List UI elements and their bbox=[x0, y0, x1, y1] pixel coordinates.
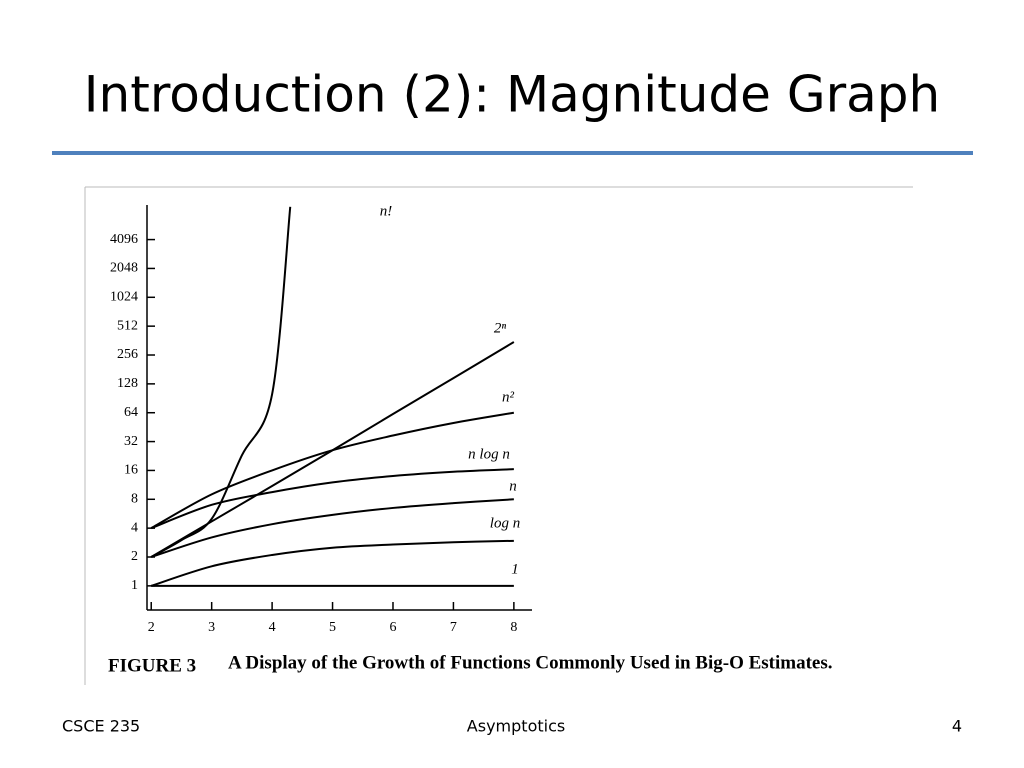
series-label: 1 bbox=[511, 561, 519, 577]
y-tick-label: 256 bbox=[117, 347, 138, 362]
y-tick-label: 1024 bbox=[110, 290, 138, 305]
y-tick-label: 4096 bbox=[110, 232, 138, 247]
x-tick-label: 2 bbox=[148, 620, 155, 635]
y-tick-label: 4 bbox=[131, 520, 138, 535]
y-tick-label: 8 bbox=[131, 492, 138, 507]
series-line bbox=[150, 539, 514, 587]
x-tick-label: 5 bbox=[329, 620, 336, 635]
y-tick-label: 2 bbox=[131, 549, 138, 564]
series-label: log n bbox=[490, 515, 520, 531]
series-line bbox=[150, 206, 292, 558]
y-tick-label: 32 bbox=[124, 434, 138, 449]
series-line bbox=[150, 411, 515, 530]
series-line bbox=[150, 498, 514, 558]
series-label: 2ⁿ bbox=[494, 320, 507, 336]
footer-left: CSCE 235 bbox=[62, 717, 140, 736]
y-tick-label: 128 bbox=[117, 376, 138, 391]
figure-label: FIGURE 3 bbox=[108, 655, 196, 676]
y-tick-label: 2048 bbox=[110, 261, 138, 276]
figure-caption: A Display of the Growth of Functions Com… bbox=[228, 652, 833, 673]
x-tick-label: 4 bbox=[269, 620, 276, 635]
series-label: n log n bbox=[468, 446, 510, 462]
series-line bbox=[150, 468, 514, 530]
y-tick-label: 64 bbox=[124, 405, 138, 420]
x-tick-label: 8 bbox=[510, 620, 517, 635]
x-tick-label: 7 bbox=[450, 620, 457, 635]
x-tick-label: 3 bbox=[208, 620, 215, 635]
footer-right: 4 bbox=[952, 717, 962, 736]
series-label: n bbox=[509, 478, 517, 494]
series-label: n! bbox=[380, 203, 393, 219]
y-tick-label: 1 bbox=[131, 578, 138, 593]
footer-center: Asymptotics bbox=[467, 717, 565, 736]
y-tick-label: 512 bbox=[117, 318, 138, 333]
y-tick-label: 16 bbox=[124, 463, 138, 478]
x-tick-label: 6 bbox=[389, 620, 396, 635]
series-label: n² bbox=[502, 389, 515, 405]
slide-title: Introduction (2): Magnitude Graph bbox=[84, 66, 940, 124]
